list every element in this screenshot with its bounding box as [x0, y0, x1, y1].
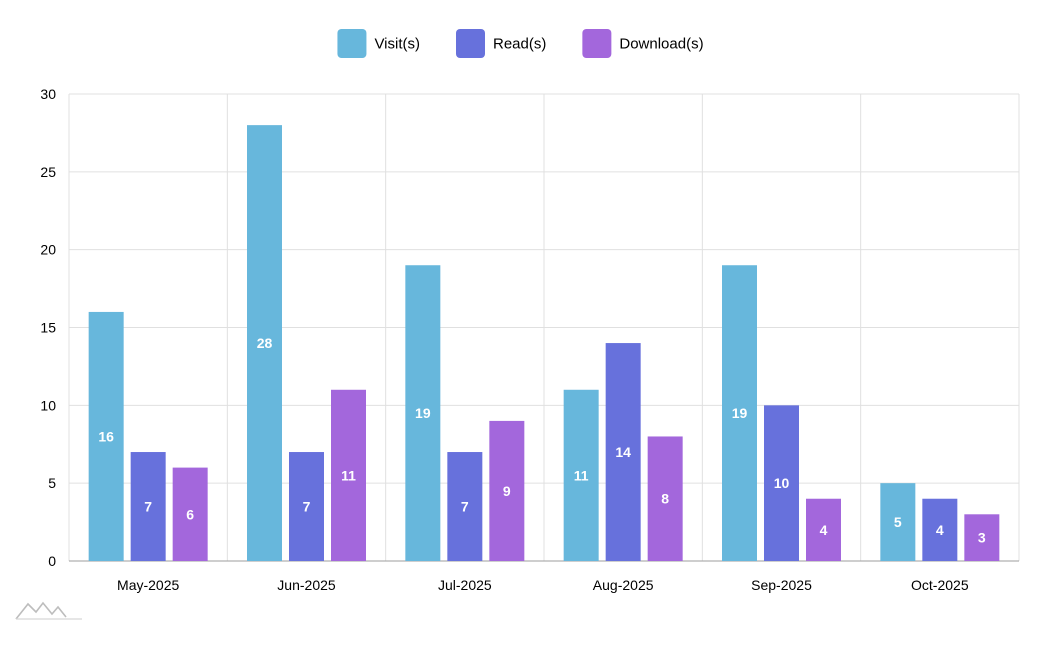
y-tick-label: 15 [40, 320, 56, 336]
amcharts-logo-icon [15, 601, 82, 620]
data-label-download-s-aug-2025: 8 [661, 491, 669, 507]
data-label-visit-s-sep-2025: 19 [732, 405, 748, 421]
bar-visit-s-jul-2025[interactable] [405, 265, 441, 561]
y-axis: 0 5 10 15 20 25 30 [40, 86, 56, 569]
legend-label-visit-s: Visit(s) [374, 36, 420, 53]
bar-download-s-aug-2025[interactable] [647, 436, 683, 561]
data-label-visit-s-jul-2025: 19 [415, 405, 431, 421]
y-tick-label: 25 [40, 164, 56, 180]
data-label-visit-s-oct-2025: 5 [894, 514, 902, 530]
bar-download-s-sep-2025[interactable] [806, 498, 841, 561]
bar-download-s-may-2025[interactable] [172, 467, 208, 561]
data-label-read-s-aug-2025: 14 [615, 444, 631, 460]
data-label-read-s-jun-2025: 7 [303, 499, 311, 515]
bar-read-s-sep-2025[interactable] [764, 405, 799, 561]
bar-read-s-may-2025[interactable] [130, 452, 166, 561]
legend-swatch-visit-s [337, 29, 367, 58]
legend: Visit(s) Read(s) Download(s) [337, 29, 704, 58]
y-tick-label: 10 [40, 397, 56, 413]
legend-item-download-s[interactable]: Download(s) [582, 29, 704, 58]
y-tick-label: 30 [40, 86, 56, 102]
bar-read-s-aug-2025[interactable] [605, 343, 641, 561]
x-tick-label-jul-2025: Jul-2025 [438, 577, 492, 593]
data-label-download-s-oct-2025: 3 [978, 530, 986, 546]
data-label-read-s-oct-2025: 4 [936, 522, 944, 538]
legend-label-read-s: Read(s) [493, 36, 546, 53]
bar-download-s-oct-2025[interactable] [964, 514, 1000, 561]
legend-item-read-s[interactable]: Read(s) [456, 29, 546, 58]
bar-visit-s-aug-2025[interactable] [563, 389, 599, 561]
x-tick-label-aug-2025: Aug-2025 [593, 577, 654, 593]
data-label-visit-s-jun-2025: 28 [257, 335, 273, 351]
y-tick-label: 0 [48, 553, 56, 569]
data-label-visit-s-aug-2025: 11 [574, 467, 589, 483]
legend-swatch-read-s [456, 29, 485, 58]
data-label-download-s-sep-2025: 4 [820, 522, 828, 538]
bar-visit-s-sep-2025[interactable] [722, 265, 757, 561]
legend-item-visit-s[interactable]: Visit(s) [337, 29, 420, 58]
data-label-read-s-jul-2025: 7 [461, 499, 469, 515]
bar-visit-s-jun-2025[interactable] [247, 125, 282, 561]
data-label-download-s-jul-2025: 9 [503, 483, 511, 499]
bar-labels: 16 7 6 28 7 11 19 7 9 11 14 8 19 10 4 5 4 3 [98, 335, 986, 546]
bar-visit-s-oct-2025[interactable] [880, 483, 916, 561]
bar-read-s-oct-2025[interactable] [922, 498, 958, 561]
x-axis: May-2025 Jun-2025 Jul-2025 Aug-2025 Sep-2025… [69, 560, 1019, 593]
legend-swatch-download-s [582, 29, 612, 58]
x-tick-label-oct-2025: Oct-2025 [911, 577, 969, 593]
x-tick-label-jun-2025: Jun-2025 [277, 577, 336, 593]
bar-download-s-jul-2025[interactable] [489, 420, 525, 561]
data-label-visit-s-may-2025: 16 [98, 428, 114, 444]
bars [88, 125, 1000, 561]
bar-read-s-jul-2025[interactable] [447, 452, 483, 561]
x-tick-label-sep-2025: Sep-2025 [751, 577, 812, 593]
y-tick-label: 5 [48, 475, 56, 491]
data-label-read-s-sep-2025: 10 [774, 475, 790, 491]
legend-label-download-s: Download(s) [619, 36, 703, 53]
bar-read-s-jun-2025[interactable] [289, 452, 324, 561]
data-label-download-s-jun-2025: 11 [341, 467, 356, 483]
y-tick-label: 20 [40, 242, 56, 258]
grid [68, 93, 1020, 562]
bar-visit-s-may-2025[interactable] [88, 311, 124, 561]
data-label-read-s-may-2025: 7 [144, 499, 152, 515]
x-tick-label-may-2025: May-2025 [117, 577, 179, 593]
bar-download-s-jun-2025[interactable] [331, 389, 366, 561]
data-label-download-s-may-2025: 6 [186, 506, 194, 522]
